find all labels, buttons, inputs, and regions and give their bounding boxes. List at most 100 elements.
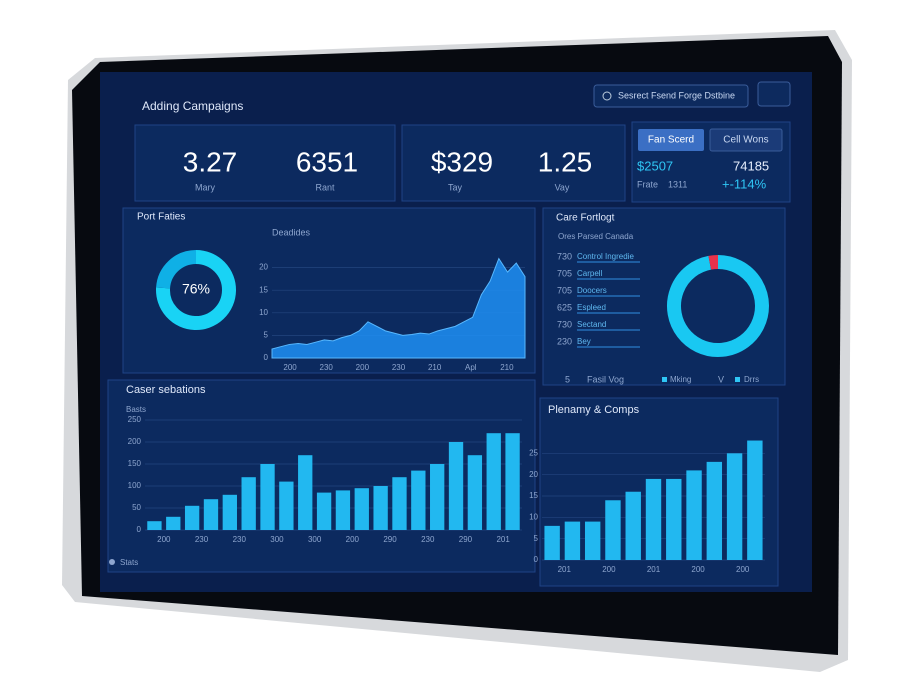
- panel-title: Plenamy & Comps: [548, 404, 640, 416]
- bar: [747, 440, 763, 560]
- legend-item: Fasil Vog: [587, 374, 624, 384]
- row-value: 625: [557, 302, 572, 312]
- x-tick-label: 230: [392, 363, 406, 372]
- legend-swatch: [662, 377, 667, 382]
- side-count: 74185: [733, 158, 769, 173]
- tab-button[interactable]: [709, 128, 783, 152]
- list: 730 Control Ingredie 705 Carpell 705 Doocers 6…: [557, 251, 640, 348]
- bar: [605, 500, 621, 560]
- bar: [222, 494, 237, 530]
- kpi-label: Vay: [555, 182, 570, 192]
- bar: [448, 442, 464, 530]
- donut-slice: [156, 250, 236, 330]
- row-label: Espleed: [577, 303, 606, 312]
- x-tick-label: 230: [233, 535, 247, 544]
- y-tick-label: 25: [529, 448, 538, 457]
- x-tick-label: 201: [647, 565, 661, 574]
- bar: [430, 464, 445, 530]
- tab-label: Cell Wons: [723, 135, 768, 146]
- kpi-panel: [401, 124, 626, 202]
- x-tick-label: 200: [346, 535, 360, 544]
- bar: [184, 505, 200, 530]
- y-tick-label: 0: [264, 353, 269, 362]
- bar: [666, 478, 682, 560]
- bar: [686, 470, 702, 560]
- chart-title: Deadides: [272, 227, 311, 237]
- kpi-panel: [134, 124, 396, 202]
- y-tick-label: 0: [534, 555, 539, 564]
- row-label: Carpell: [577, 269, 603, 278]
- bar: [298, 455, 313, 530]
- y-tick-label: 50: [132, 503, 141, 512]
- bar: [726, 453, 743, 560]
- bar: [279, 481, 294, 530]
- legend-item: Mking: [670, 375, 691, 384]
- kpi-label: Tay: [448, 182, 463, 192]
- row-label: Control Ingredie: [577, 252, 634, 261]
- bar: [467, 455, 483, 530]
- side-sub: 1311: [668, 179, 687, 189]
- x-tick-label: Apl: [465, 363, 477, 372]
- row-label: Bey: [577, 337, 591, 346]
- y-tick-label: 0: [137, 525, 142, 534]
- y-tick-label: 10: [259, 308, 268, 317]
- kpi-label: Rant: [315, 182, 335, 192]
- y-tick-label: 20: [259, 263, 268, 272]
- footer-text: Stats: [120, 558, 138, 567]
- bar: [392, 477, 407, 530]
- x-tick-label: 300: [308, 535, 322, 544]
- bar: [564, 521, 581, 560]
- x-tick-label: 200: [691, 565, 705, 574]
- search-box[interactable]: [593, 84, 749, 108]
- y-tick-label: 15: [259, 285, 268, 294]
- x-tick-label: 210: [500, 363, 514, 372]
- footer-icon: [109, 559, 115, 565]
- row-value: 730: [557, 319, 572, 329]
- x-tick-label: 201: [496, 535, 510, 544]
- y-tick-label: 5: [534, 534, 539, 543]
- panel-title: Port Faties: [137, 212, 185, 223]
- legend-item: 5: [565, 374, 570, 384]
- bar: [373, 486, 388, 530]
- y-tick-label: 100: [128, 481, 142, 490]
- bar: [335, 490, 351, 530]
- bar: [625, 491, 641, 560]
- kpi-value: 6351: [296, 146, 358, 177]
- x-tick-label: 200: [157, 535, 171, 544]
- area: [271, 257, 526, 359]
- donut-slice: [708, 255, 719, 270]
- y-tick-label: 200: [128, 437, 142, 446]
- bar: [645, 478, 662, 560]
- y-tick-label: 150: [128, 459, 142, 468]
- legend-item: V: [718, 374, 724, 384]
- bar: [316, 492, 332, 530]
- side-change: +-114%: [722, 176, 767, 191]
- legend-item: Drrs: [744, 375, 759, 384]
- bar: [203, 499, 219, 530]
- legend-swatch: [735, 377, 740, 382]
- x-tick-label: 290: [459, 535, 473, 544]
- kpi-value: 1.25: [538, 146, 593, 177]
- kpi-value: $329: [431, 146, 493, 177]
- y-tick-label: 250: [128, 415, 142, 424]
- row-value: 705: [557, 285, 572, 295]
- y-tick-label: 20: [529, 470, 538, 479]
- y-tick-label: 5: [264, 331, 269, 340]
- bar: [241, 477, 256, 530]
- panel-title: Care Fortlogt: [556, 213, 615, 224]
- y-tick-label: 10: [529, 512, 538, 521]
- x-tick-label: 290: [383, 535, 397, 544]
- list-header: Ores Parsed Canada: [558, 232, 634, 241]
- tab-button[interactable]: [638, 129, 704, 151]
- settings-button[interactable]: [757, 81, 791, 107]
- x-tick-label: 200: [602, 565, 616, 574]
- row-value: 730: [557, 251, 572, 261]
- donut-slice: [667, 255, 769, 357]
- x-tick-label: 200: [356, 363, 370, 372]
- x-tick-label: 210: [428, 363, 442, 372]
- search-icon: [602, 91, 612, 101]
- bar: [354, 488, 369, 530]
- row-label: Doocers: [577, 286, 607, 295]
- tab-label: Fan Scerd: [648, 135, 694, 146]
